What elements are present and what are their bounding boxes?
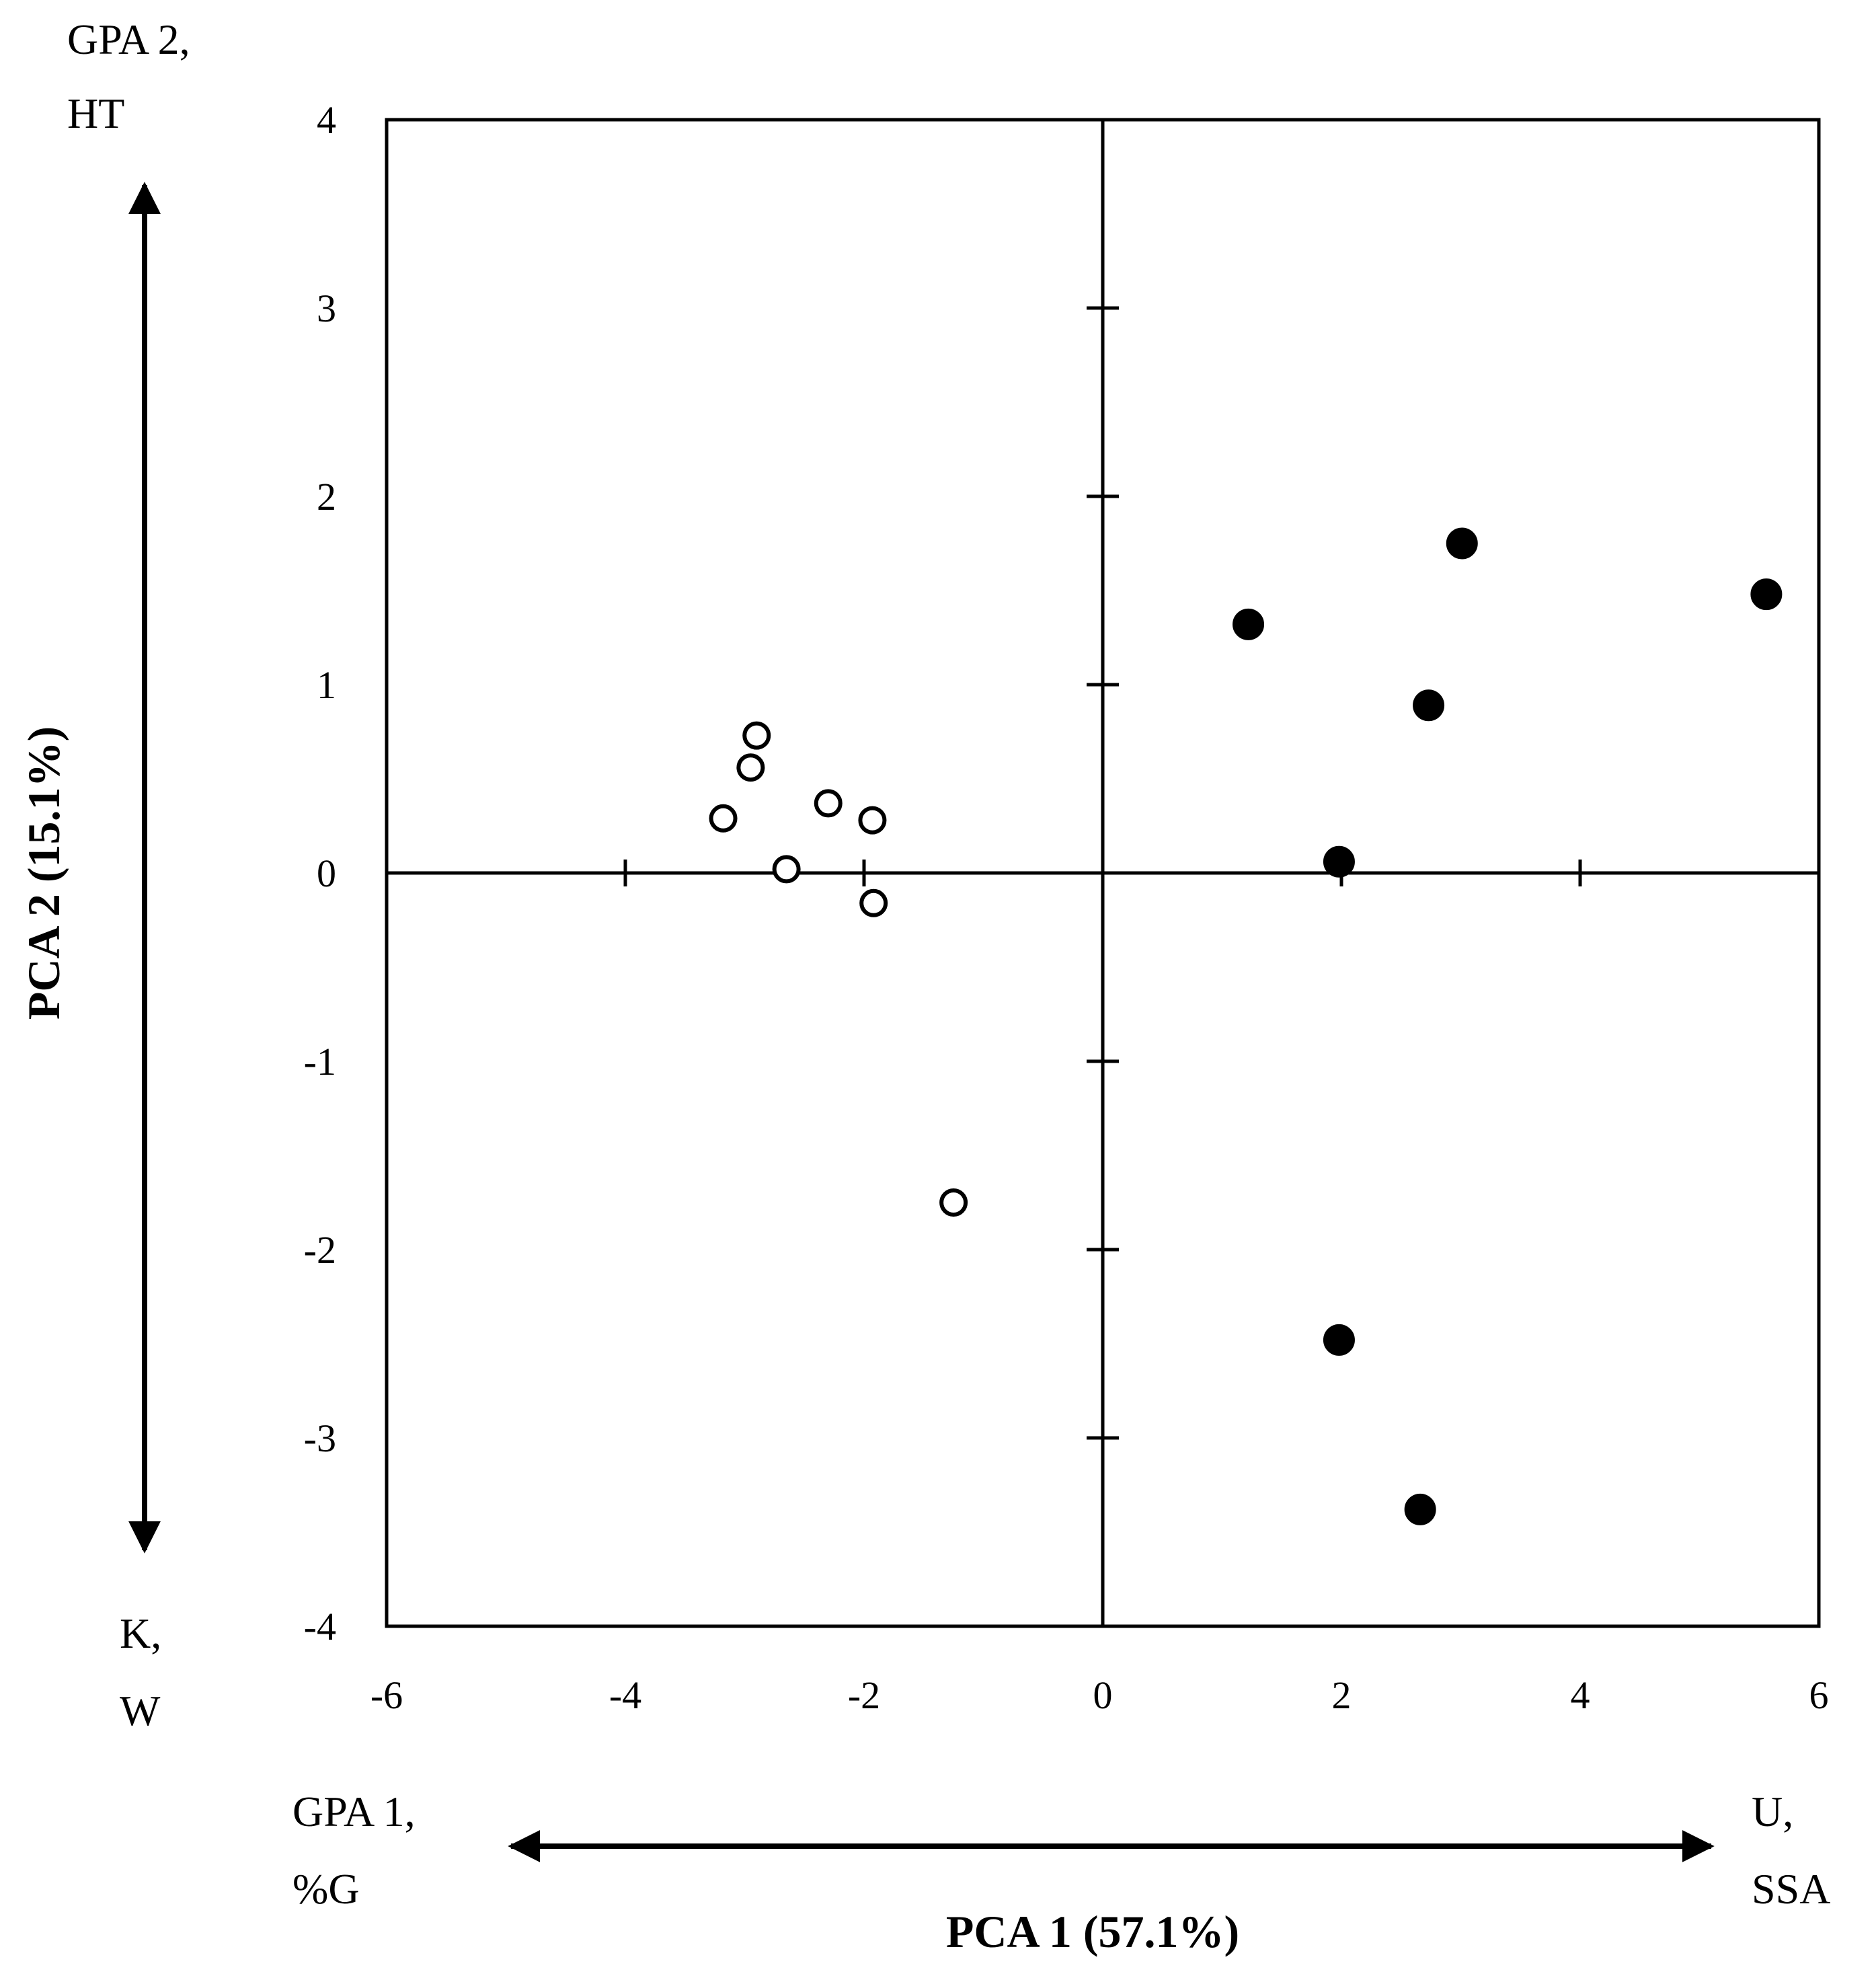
x-tick-label: 4 — [1571, 1673, 1590, 1717]
open-circle-point — [709, 804, 738, 833]
y-tick-label: 0 — [317, 851, 336, 895]
filled-circle-point — [1750, 578, 1783, 611]
filled-circle-point — [1446, 527, 1478, 560]
filled-circle-point — [1404, 1493, 1436, 1525]
y-axis-label: PCA 2 (15.1%) — [18, 726, 69, 1020]
x-left-annotation-line2: %G — [292, 1865, 360, 1913]
filled-circle-point — [1413, 689, 1445, 722]
y-tick-label: 2 — [317, 475, 336, 519]
open-circle-point — [736, 753, 765, 782]
open-circle-point — [858, 806, 887, 835]
open-circle-point — [859, 888, 888, 917]
x-tick-label: -4 — [609, 1673, 641, 1717]
x-tick-label: -6 — [370, 1673, 403, 1717]
filled-circle-point — [1233, 608, 1265, 640]
x-tick-label: 2 — [1332, 1673, 1352, 1717]
open-circle-point — [742, 721, 771, 750]
x-left-annotation-line1: GPA 1, — [292, 1788, 416, 1835]
x-tick-label: 6 — [1809, 1673, 1829, 1717]
y-tick-label: 1 — [317, 663, 336, 707]
y-tick-label: 3 — [317, 287, 336, 330]
filled-circle-point — [1323, 1324, 1355, 1356]
open-circle-point — [939, 1188, 968, 1217]
y-top-annotation-line2: HT — [67, 89, 124, 137]
x-tick-label: -2 — [848, 1673, 880, 1717]
y-bottom-annotation-line2: W — [120, 1687, 161, 1735]
x-right-annotation-line2: SSA — [1752, 1865, 1830, 1913]
data-points — [709, 527, 1783, 1525]
y-tick-label: -4 — [304, 1605, 336, 1648]
filled-circle-point — [1323, 845, 1355, 878]
y-tick-label: -1 — [304, 1040, 336, 1083]
x-right-annotation-line1: U, — [1752, 1788, 1793, 1835]
open-circle-point — [814, 789, 843, 818]
y-bottom-annotation-line1: K, — [120, 1609, 161, 1657]
x-tick-label: 0 — [1093, 1673, 1113, 1717]
tick-labels: -6 -4 -2 0 2 4 6 4 3 2 1 0 -1 -2 -3 -4 — [304, 98, 1829, 1717]
x-axis-label: PCA 1 (57.1%) — [946, 1906, 1239, 1957]
y-tick-label: 4 — [317, 98, 336, 142]
open-circle-point — [772, 855, 801, 884]
y-tick-label: -2 — [304, 1228, 336, 1272]
y-top-annotation-line1: GPA 2, — [67, 15, 190, 63]
y-tick-label: -3 — [304, 1416, 336, 1460]
